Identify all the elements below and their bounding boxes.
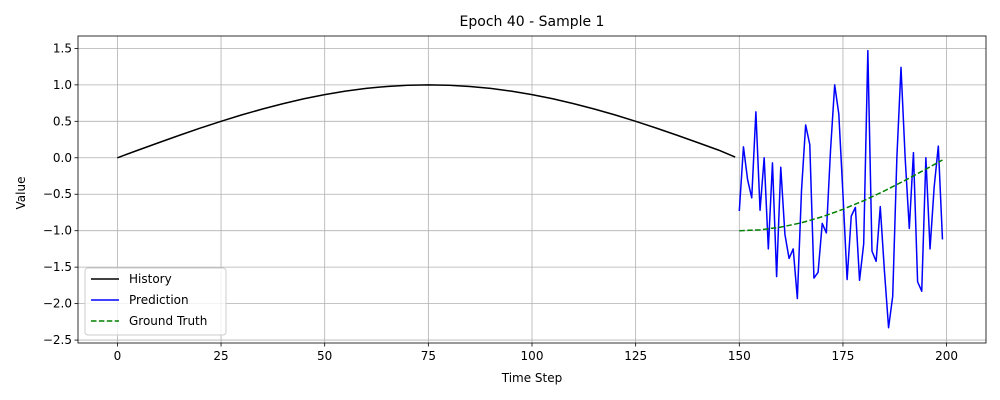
x-tick-label: 0 [114,349,122,363]
series-line-prediction [738,49,944,329]
y-tick-label: −2.5 [43,333,72,347]
legend-box [84,267,227,336]
series-line-ground-truth [739,159,943,232]
chart-title: Epoch 40 - Sample 1 [460,14,605,30]
y-axis-label: Value [14,177,28,210]
x-tick-label: 175 [832,349,855,363]
x-axis-label: Time Step [501,371,563,385]
x-tick-label: 50 [317,349,332,363]
x-tick-label: 100 [521,349,544,363]
y-tick-label: 1.5 [53,41,72,55]
series-line-history [117,84,736,159]
x-tick-label: 125 [624,349,647,363]
legend: History Prediction Ground Truth [84,267,227,336]
legend-label: Ground Truth [129,314,207,328]
y-tick-label: −0.5 [43,187,72,201]
y-tick-label: 0.5 [53,114,72,128]
y-tick-label: −1.0 [43,224,72,238]
y-tick-label: −1.5 [43,260,72,274]
x-tick-label: 75 [421,349,436,363]
plot-series [117,49,944,329]
y-tick-label: 1.0 [53,78,72,92]
x-tick-label: 150 [728,349,751,363]
axis-ticks: 0 25 50 75 100 125 150 175 200 1.5 1.0 0.5 0.0 −0.5 −1… [43,41,958,363]
legend-label: History [129,272,172,286]
y-tick-label: 0.0 [53,151,72,165]
legend-label: Prediction [129,293,189,307]
x-tick-label: 25 [213,349,228,363]
x-tick-label: 200 [935,349,958,363]
y-tick-label: −2.0 [43,297,72,311]
